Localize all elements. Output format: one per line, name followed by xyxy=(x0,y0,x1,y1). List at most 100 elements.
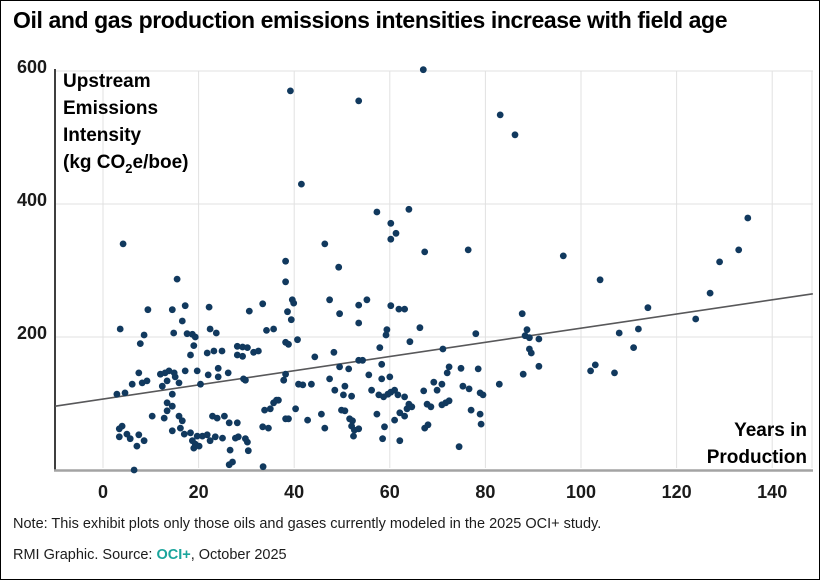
data-point xyxy=(304,416,311,424)
data-point xyxy=(115,425,123,433)
data-point xyxy=(204,371,212,379)
data-point xyxy=(355,319,363,327)
data-point xyxy=(386,373,394,381)
data-point xyxy=(259,300,267,308)
data-point xyxy=(396,437,404,445)
data-point xyxy=(336,310,343,318)
data-point xyxy=(140,437,148,445)
data-point xyxy=(424,421,432,429)
data-point xyxy=(396,409,404,417)
source-link[interactable]: OCI+ xyxy=(156,547,191,563)
data-point xyxy=(187,429,194,437)
data-point xyxy=(270,325,277,333)
data-point xyxy=(359,356,366,364)
data-point xyxy=(706,289,714,297)
data-point xyxy=(387,219,395,227)
data-point xyxy=(282,370,289,378)
data-point xyxy=(143,377,151,385)
data-point xyxy=(292,405,299,413)
data-point xyxy=(318,410,325,418)
data-point xyxy=(206,325,214,333)
data-point xyxy=(445,363,453,371)
data-point xyxy=(479,391,487,399)
data-point xyxy=(298,180,305,188)
data-point xyxy=(376,344,384,351)
data-point xyxy=(265,424,272,432)
data-point xyxy=(168,402,176,410)
data-point xyxy=(387,302,395,310)
data-point xyxy=(219,434,226,442)
data-point xyxy=(477,420,485,428)
data-point xyxy=(209,412,216,420)
data-point xyxy=(183,330,191,338)
data-point xyxy=(519,370,527,378)
data-point xyxy=(383,326,391,334)
data-point xyxy=(308,380,315,388)
data-point xyxy=(321,240,329,248)
data-point xyxy=(416,324,424,332)
data-point xyxy=(472,330,480,338)
data-point xyxy=(382,331,390,339)
data-point xyxy=(233,342,241,350)
data-point xyxy=(163,407,171,415)
data-point xyxy=(225,461,233,469)
data-point xyxy=(239,352,247,360)
data-point xyxy=(331,386,339,394)
data-point xyxy=(392,229,400,237)
data-point xyxy=(368,386,375,394)
data-point xyxy=(225,419,233,427)
data-point xyxy=(191,333,199,341)
data-point xyxy=(330,348,338,356)
data-point xyxy=(290,299,298,307)
data-point xyxy=(245,307,253,315)
data-point xyxy=(190,342,198,349)
data-point xyxy=(336,363,343,371)
data-point xyxy=(287,316,295,324)
data-point xyxy=(214,373,222,381)
data-point xyxy=(218,347,226,355)
data-point xyxy=(443,369,451,377)
data-point xyxy=(180,430,188,438)
data-point xyxy=(175,379,183,387)
data-point xyxy=(401,393,408,401)
data-point xyxy=(365,371,373,379)
data-point xyxy=(495,380,503,388)
data-point xyxy=(341,382,349,390)
data-point xyxy=(438,380,446,388)
data-point xyxy=(467,406,475,414)
data-point xyxy=(224,369,232,377)
note-text: Note: This exhibit plots only those oils… xyxy=(13,516,602,532)
data-point xyxy=(381,423,388,431)
data-point xyxy=(635,325,642,333)
data-point xyxy=(326,296,333,304)
data-point xyxy=(261,406,268,414)
data-point xyxy=(692,315,700,323)
data-point xyxy=(474,365,482,373)
y-axis-label-line4: (kg CO2e/boe) xyxy=(63,152,189,176)
data-point xyxy=(285,340,292,348)
data-point xyxy=(168,390,176,398)
data-point xyxy=(266,405,274,413)
data-point xyxy=(465,385,473,393)
x-tick-label: 140 xyxy=(757,482,787,502)
data-point xyxy=(282,257,289,265)
data-point xyxy=(405,205,413,213)
source-prefix: RMI Graphic. Source: xyxy=(13,547,157,563)
data-point xyxy=(197,380,204,388)
data-point xyxy=(387,235,395,243)
co2-subscript: 2 xyxy=(125,160,133,176)
data-point xyxy=(419,66,427,74)
data-point xyxy=(459,382,467,390)
data-point xyxy=(233,351,241,359)
data-point xyxy=(170,329,178,337)
data-point xyxy=(212,329,220,337)
data-point xyxy=(211,433,219,441)
data-point xyxy=(135,369,143,377)
data-point xyxy=(136,340,144,347)
data-point xyxy=(284,308,291,316)
data-point xyxy=(259,463,267,471)
x-tick-label: 80 xyxy=(475,482,495,502)
data-point xyxy=(195,442,203,450)
